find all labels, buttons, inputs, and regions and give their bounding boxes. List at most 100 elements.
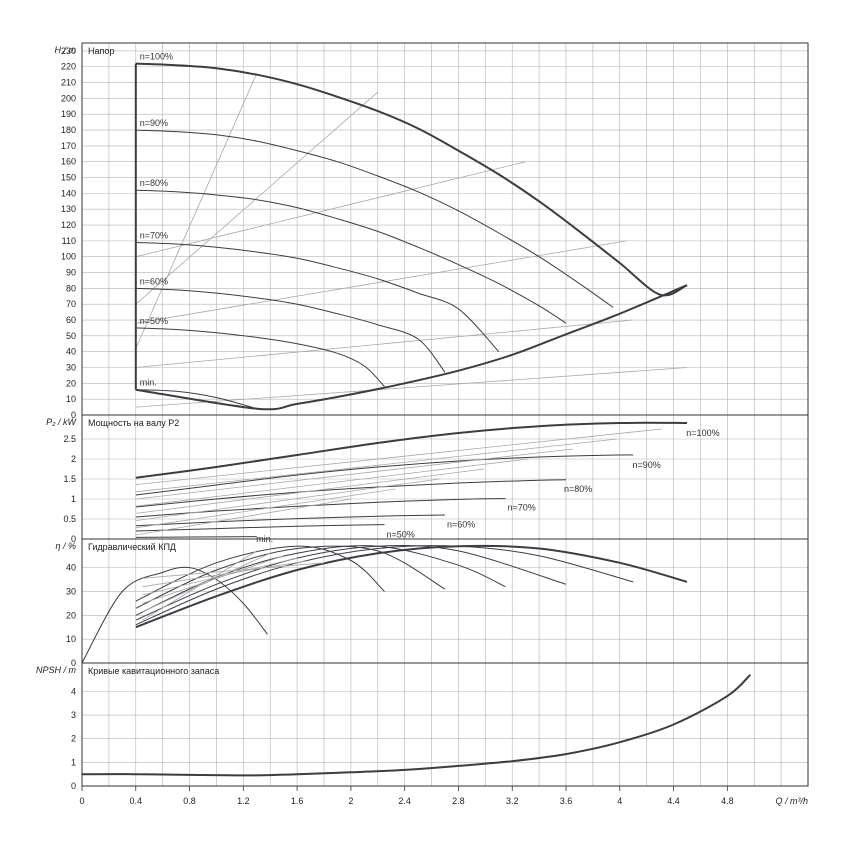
efficiency-guide-line xyxy=(142,557,298,596)
system-curve xyxy=(135,91,379,305)
y-tick-label: 60 xyxy=(66,315,76,325)
panel-frame xyxy=(81,538,809,664)
x-tick-label: 0 xyxy=(79,796,84,806)
y-tick-label: 160 xyxy=(61,157,76,167)
system-curve xyxy=(135,240,627,324)
y-axis-label: NPSH / m xyxy=(36,665,77,675)
efficiency-curve xyxy=(135,545,385,602)
efficiency-curve xyxy=(81,566,268,664)
head-curve-label: n=90% xyxy=(140,118,168,128)
system-curve xyxy=(135,367,688,408)
power-curve-label: n=90% xyxy=(633,460,661,470)
y-axis-label: H / m xyxy=(55,45,77,55)
head-curve-label: min. xyxy=(140,378,157,388)
y-axis-label: η / % xyxy=(55,541,76,551)
efficiency-guide-line xyxy=(142,555,284,604)
head-curve-label: n=100% xyxy=(140,52,173,62)
power-guide-line xyxy=(135,458,529,507)
power-curve xyxy=(135,524,385,532)
y-tick-label: 170 xyxy=(61,141,76,151)
y-tick-label: 4 xyxy=(71,686,76,696)
y-tick-label: 70 xyxy=(66,299,76,309)
y-tick-label: 180 xyxy=(61,125,76,135)
y-tick-label: 20 xyxy=(66,378,76,388)
y-tick-label: 0 xyxy=(71,410,76,420)
y-tick-label: 10 xyxy=(66,394,76,404)
y-tick-label: 0 xyxy=(71,534,76,544)
npsh-curve xyxy=(81,674,751,777)
efficiency-guide-line xyxy=(142,562,325,579)
power-curve-label: n=70% xyxy=(508,503,536,513)
power-guide-line xyxy=(135,438,618,493)
head-curve xyxy=(135,242,500,353)
x-tick-label: 2 xyxy=(348,796,353,806)
efficiency-guide-line xyxy=(142,560,311,588)
power-curve xyxy=(135,536,257,538)
y-tick-label: 200 xyxy=(61,93,76,103)
x-tick-label: 3.6 xyxy=(560,796,573,806)
y-tick-label: 0 xyxy=(71,658,76,668)
power-guide-line xyxy=(135,448,573,500)
y-tick-label: 20 xyxy=(66,610,76,620)
y-tick-label: 3 xyxy=(71,710,76,720)
head-curve-label: n=80% xyxy=(140,178,168,188)
x-tick-label: 3.2 xyxy=(506,796,519,806)
y-tick-label: 100 xyxy=(61,252,76,262)
y-tick-label: 40 xyxy=(66,347,76,357)
head-curve xyxy=(135,189,567,324)
x-tick-label: 4 xyxy=(617,796,622,806)
y-tick-label: 140 xyxy=(61,188,76,198)
panel-title: Гидравлический КПД xyxy=(88,542,176,552)
power-curve xyxy=(135,454,634,496)
y-axis-label: P₂ / kW xyxy=(46,417,77,427)
y-tick-label: 1 xyxy=(71,757,76,767)
panel-frame xyxy=(81,42,809,416)
y-tick-label: 90 xyxy=(66,268,76,278)
envelope-bottom-edge xyxy=(135,284,688,411)
y-tick-label: 150 xyxy=(61,173,76,183)
x-tick-label: 0.8 xyxy=(183,796,196,806)
x-tick-label: 4.4 xyxy=(667,796,680,806)
x-tick-label: 2.8 xyxy=(452,796,465,806)
curve-layer xyxy=(81,62,751,777)
head-curve-label: n=60% xyxy=(140,276,168,286)
y-tick-label: 30 xyxy=(66,586,76,596)
efficiency-curve xyxy=(135,545,446,609)
power-guide-line xyxy=(135,468,485,514)
power-curve-label: n=80% xyxy=(564,484,592,494)
x-tick-label: 2.4 xyxy=(398,796,411,806)
head-curve-label: n=50% xyxy=(140,316,168,326)
power-curve-label: n=50% xyxy=(387,529,415,539)
head-curve xyxy=(135,287,446,373)
power-guide-line xyxy=(135,478,440,521)
system-curve xyxy=(135,161,526,258)
panel-frame xyxy=(81,662,809,787)
y-tick-label: 190 xyxy=(61,109,76,119)
efficiency-curve xyxy=(135,544,567,621)
y-tick-label: 220 xyxy=(61,62,76,72)
y-tick-label: 40 xyxy=(66,563,76,573)
x-axis-label: Q / m³/h xyxy=(775,796,808,806)
power-guide-line xyxy=(135,488,396,529)
system-curve xyxy=(135,319,634,368)
y-tick-label: 1.5 xyxy=(63,474,76,484)
x-tick-label: 4.8 xyxy=(721,796,734,806)
head-curve xyxy=(135,389,257,410)
head-curve xyxy=(135,62,688,297)
y-tick-label: 50 xyxy=(66,331,76,341)
y-tick-label: 30 xyxy=(66,363,76,373)
power-curve xyxy=(135,514,446,527)
y-tick-label: 0.5 xyxy=(63,514,76,524)
y-tick-label: 10 xyxy=(66,634,76,644)
panel-frames xyxy=(81,42,809,791)
power-curve xyxy=(135,479,567,508)
y-tick-label: 130 xyxy=(61,204,76,214)
head-curve xyxy=(135,327,385,387)
x-tick-label: 1.2 xyxy=(237,796,250,806)
y-tick-label: 110 xyxy=(62,236,76,246)
power-curve-label: n=60% xyxy=(447,519,475,529)
power-guide-line xyxy=(135,498,351,536)
power-curve-label: n=100% xyxy=(686,428,719,438)
efficiency-curve xyxy=(135,545,634,626)
